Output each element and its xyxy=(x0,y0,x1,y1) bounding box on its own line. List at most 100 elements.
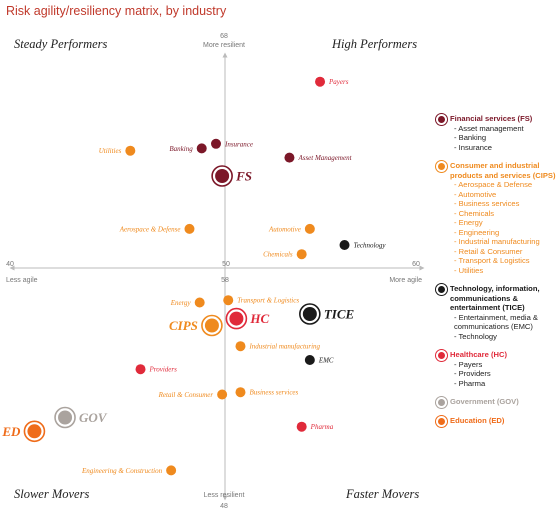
point-label-pharma: Pharma xyxy=(310,423,334,431)
point-providers xyxy=(135,364,146,375)
point-retail-and-consumer xyxy=(217,389,228,400)
point-label-asset-management: Asset Management xyxy=(297,154,352,162)
point-utilities xyxy=(125,145,136,156)
point-label-utilities: Utilities xyxy=(99,147,122,155)
x-axis-label-right: More agile xyxy=(389,277,422,284)
legend-marker-education xyxy=(436,415,447,427)
point-label-business-services: Business services xyxy=(249,389,298,397)
aggregate-label-fs: FS xyxy=(235,169,252,184)
legend-item: Banking xyxy=(450,133,560,143)
point-label-transport-and-logistics: Transport & Logistics xyxy=(237,297,299,305)
quadrant-top-right: High Performers xyxy=(331,37,417,51)
legend-item: Automotive xyxy=(450,190,560,200)
point-label-insurance: Insurance xyxy=(224,140,253,148)
aggregate-point-fs xyxy=(215,169,230,183)
legend-title-technology: Technology, information, communications … xyxy=(450,284,540,312)
legend-group-technology: Technology, information, communications … xyxy=(436,284,560,341)
legend-item: Providers xyxy=(450,369,560,379)
point-label-payers: Payers xyxy=(328,78,349,86)
legend-marker-government xyxy=(436,397,447,408)
chart-title: Risk agility/resiliency matrix, by indus… xyxy=(6,4,227,18)
legend-title-education: Education (ED) xyxy=(450,415,505,425)
point-label-engineering-and-construction: Engineering & Construction xyxy=(81,467,163,475)
point-pharma xyxy=(296,421,307,432)
point-label-technology: Technology xyxy=(354,242,387,250)
point-payers xyxy=(315,76,326,87)
center-tick-x: 50 xyxy=(222,261,230,268)
legend-item: Business services xyxy=(450,199,560,209)
legend-group-education: Education (ED) xyxy=(436,415,560,427)
point-business-services xyxy=(235,387,246,398)
point-label-retail-and-consumer: Retail & Consumer xyxy=(158,391,214,399)
legend-item: Chemicals xyxy=(450,209,560,219)
point-asset-management xyxy=(284,152,295,163)
legend-item: Payers xyxy=(450,360,560,370)
legend-marker-technology xyxy=(436,284,447,295)
point-industrial-manufacturing xyxy=(235,341,246,352)
point-label-providers: Providers xyxy=(149,366,178,374)
y-tick-min: 48 xyxy=(220,503,228,510)
legend-group-healthcare: Healthcare (HC)PayersProvidersPharma xyxy=(436,350,560,388)
legend-item: Asset management xyxy=(450,124,560,134)
point-insurance xyxy=(211,138,221,149)
center-tick-y: 58 xyxy=(221,277,229,284)
point-banking xyxy=(196,143,207,154)
y-axis-label-bottom: Less resilient xyxy=(204,492,245,499)
point-aerospace-and-defense xyxy=(184,223,195,234)
quadrant-top-left: Steady Performers xyxy=(14,37,108,51)
legend-item: Insurance xyxy=(450,143,560,153)
point-label-chemicals: Chemicals xyxy=(263,251,293,259)
legend-item: Technology xyxy=(450,332,560,342)
legend-title-government: Government (GOV) xyxy=(450,397,519,406)
aggregate-label-hc: HC xyxy=(249,311,269,326)
legend-item: Pharma xyxy=(450,379,560,389)
x-tick-max: 60 xyxy=(412,261,420,268)
aggregate-label-gov: GOV xyxy=(79,410,108,425)
legend-title-healthcare: Healthcare (HC) xyxy=(450,350,507,359)
legend-group-consumer: Consumer and industrial products and ser… xyxy=(436,161,560,275)
point-label-automotive: Automotive xyxy=(268,225,301,233)
legend-marker-healthcare xyxy=(436,350,447,361)
legend-marker-financial xyxy=(436,114,447,125)
point-technology xyxy=(339,240,350,250)
point-engineering-and-construction xyxy=(166,465,177,476)
quadrant-bottom-left: Slower Movers xyxy=(14,487,89,501)
legend-group-financial: Financial services (FS)Asset managementB… xyxy=(436,114,560,152)
aggregate-point-ed xyxy=(27,424,42,439)
aggregate-point-hc xyxy=(229,311,244,326)
point-label-aerospace-and-defense: Aerospace & Defense xyxy=(119,225,181,233)
x-axis-label-left: Less agile xyxy=(6,277,38,284)
legend-title-consumer: Consumer and industrial products and ser… xyxy=(450,161,556,180)
point-emc xyxy=(304,355,315,365)
point-label-energy: Energy xyxy=(170,299,192,307)
aggregate-point-tice xyxy=(302,307,317,321)
point-energy xyxy=(194,297,205,308)
data-marks: Payers Banking Insurance Asset Management Ut… xyxy=(1,76,387,476)
y-axis-label-top: More resilient xyxy=(203,42,245,49)
aggregate-point-cips xyxy=(204,318,219,333)
legend-title-financial: Financial services (FS) xyxy=(450,114,533,123)
legend-item: Utilities xyxy=(450,266,560,276)
point-chemicals xyxy=(296,249,307,260)
y-tick-max: 68 xyxy=(220,33,228,40)
aggregate-label-tice: TICE xyxy=(324,307,355,322)
legend-item: Transport & Logistics xyxy=(450,256,560,266)
legend-item: Industrial manufacturing xyxy=(450,237,560,247)
point-label-banking: Banking xyxy=(169,145,193,153)
legend-item: Entertainment, media & communications (E… xyxy=(450,313,560,332)
legend-item: Aerospace & Defense xyxy=(450,180,560,190)
aggregate-label-cips: CIPS xyxy=(169,318,198,333)
legend-item: Engineering xyxy=(450,228,560,238)
legend: Financial services (FS)Asset managementB… xyxy=(436,114,560,434)
point-label-emc: EMC xyxy=(318,357,334,365)
legend-item: Energy xyxy=(450,218,560,228)
aggregate-label-ed: ED xyxy=(1,424,21,439)
legend-marker-consumer xyxy=(436,161,447,172)
legend-group-government: Government (GOV) xyxy=(436,397,560,408)
aggregate-point-gov xyxy=(58,410,73,425)
x-tick-min: 40 xyxy=(6,261,14,268)
point-automotive xyxy=(304,223,315,234)
quadrant-bottom-right: Faster Movers xyxy=(345,487,419,501)
point-label-industrial-manufacturing: Industrial manufacturing xyxy=(248,343,320,351)
